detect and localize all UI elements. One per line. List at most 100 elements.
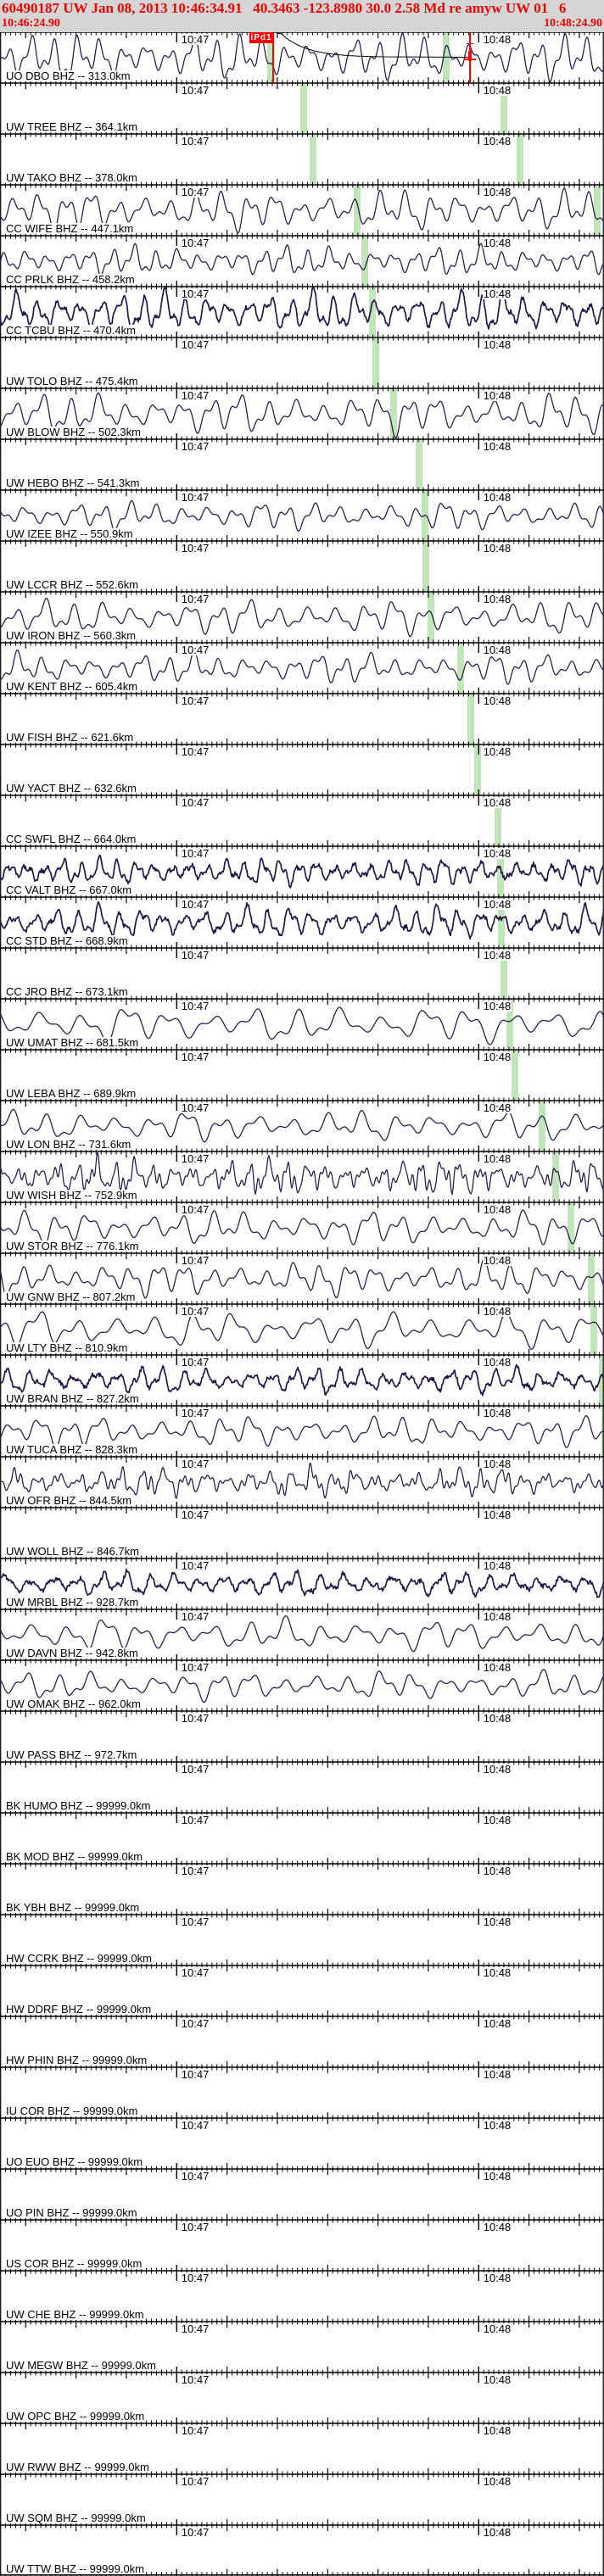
minute-tick-label: 10:48: [482, 1407, 512, 1419]
event-title: 60490187 UW Jan 08, 2013 10:46:34.91 40.…: [2, 0, 567, 16]
minute-tick-label: 10:48: [482, 135, 512, 148]
minute-tick-label: 10:47: [180, 33, 210, 46]
minute-tick-label: 10:48: [482, 2526, 512, 2539]
minute-tick-label: 10:47: [180, 847, 210, 860]
station-label: UW LCCR BHZ -- 552.6km: [4, 578, 141, 591]
minute-tick-label: 10:48: [482, 2068, 512, 2081]
minute-tick-label: 10:47: [180, 1661, 210, 1674]
minute-tick-label: 10:47: [180, 491, 210, 504]
station-label: UW TOLO BHZ -- 475.4km: [4, 375, 140, 388]
minute-tick-label: 10:47: [180, 949, 210, 962]
station-label: UO EUO BHZ -- 99999.0km: [4, 2155, 145, 2168]
minute-tick-label: 10:47: [180, 84, 210, 97]
minute-tick-label: 10:47: [180, 1051, 210, 1063]
minute-tick-label: 10:47: [180, 2475, 210, 2488]
minute-tick-label: 10:47: [180, 1966, 210, 1979]
station-label: CC VALT BHZ -- 667.0km: [4, 884, 134, 896]
minute-tick-label: 10:48: [482, 949, 512, 962]
station-label: CC WIFE BHZ -- 447.1km: [4, 222, 136, 235]
station-label: UW TREE BHZ -- 364.1km: [4, 120, 140, 133]
minute-tick-label: 10:48: [482, 1610, 512, 1623]
minute-tick-label: 10:47: [180, 1559, 210, 1572]
minute-tick-label: 10:48: [482, 1101, 512, 1114]
minute-tick-label: 10:47: [180, 1814, 210, 1826]
phase-window-band: [354, 186, 361, 235]
station-label: UW MEGW BHZ -- 99999.0km: [4, 2359, 158, 2372]
minute-tick-label: 10:47: [180, 2322, 210, 2335]
cursor-upper-tick[interactable]: [467, 42, 473, 45]
minute-tick-label: 10:48: [482, 1915, 512, 1928]
minute-tick-label: 10:47: [180, 644, 210, 656]
station-label: BK MOD BHZ -- 99999.0km: [4, 1850, 145, 1863]
pick-flag[interactable]: iPd1: [249, 32, 273, 43]
minute-tick-label: 10:47: [180, 2170, 210, 2183]
minute-tick-label: 10:48: [482, 2424, 512, 2437]
minute-tick-label: 10:48: [482, 2170, 512, 2183]
minute-tick-label: 10:47: [180, 2119, 210, 2132]
minute-tick-label: 10:47: [180, 1712, 210, 1725]
minute-tick-label: 10:47: [180, 237, 210, 249]
station-label: UW STOR BHZ -- 776.1km: [4, 1240, 141, 1252]
minute-tick-label: 10:47: [180, 1407, 210, 1419]
minute-tick-label: 10:48: [482, 1865, 512, 1877]
minute-tick-label: 10:48: [482, 84, 512, 97]
phase-window-band: [300, 84, 307, 133]
phase-window-band: [416, 440, 422, 489]
station-label: UW TAKO BHZ -- 378.0km: [4, 171, 139, 184]
phase-window-band: [590, 1305, 597, 1354]
phase-window-band: [512, 1051, 518, 1100]
phase-window-band: [594, 186, 601, 235]
minute-tick-label: 10:48: [482, 186, 512, 198]
phase-window-band: [390, 389, 397, 438]
phase-window-band: [422, 542, 429, 591]
minute-tick-label: 10:48: [482, 1712, 512, 1725]
station-label: CC SWFL BHZ -- 664.0km: [4, 833, 138, 845]
minute-tick-label: 10:47: [180, 2373, 210, 2386]
station-label: UW PASS BHZ -- 972.7km: [4, 1748, 139, 1761]
minute-tick-label: 10:48: [482, 2373, 512, 2386]
minute-tick-label: 10:47: [180, 338, 210, 351]
minute-tick-label: 10:48: [482, 1152, 512, 1165]
event-header: 60490187 UW Jan 08, 2013 10:46:34.91 40.…: [0, 0, 604, 32]
station-label: UW YACT BHZ -- 632.6km: [4, 782, 138, 795]
minute-tick-label: 10:47: [180, 745, 210, 758]
phase-window-band: [568, 1203, 574, 1252]
minute-tick-label: 10:47: [180, 1458, 210, 1470]
station-label: UW HEBO BHZ -- 541.3km: [4, 477, 142, 489]
minute-tick-label: 10:48: [482, 1763, 512, 1776]
phase-window-band: [588, 1254, 595, 1303]
minute-tick-label: 10:48: [482, 338, 512, 351]
station-label: UW MRBL BHZ -- 928.7km: [4, 1596, 141, 1609]
minute-tick-label: 10:48: [482, 847, 512, 860]
minute-tick-label: 10:47: [180, 135, 210, 148]
phase-window-band: [428, 593, 434, 642]
minute-tick-label: 10:47: [180, 1610, 210, 1623]
minute-tick-label: 10:47: [180, 440, 210, 453]
minute-tick-label: 10:48: [482, 1254, 512, 1267]
station-label: UW IRON BHZ -- 560.3km: [4, 629, 138, 642]
minute-tick-label: 10:48: [482, 1051, 512, 1063]
station-label: CC JRO BHZ -- 673.1km: [4, 985, 130, 998]
minute-tick-label: 10:48: [482, 2272, 512, 2284]
cursor-handle[interactable]: [467, 51, 473, 61]
phase-window-band: [443, 33, 450, 82]
minute-tick-label: 10:48: [482, 2322, 512, 2335]
minute-tick-label: 10:47: [180, 796, 210, 809]
minute-tick-label: 10:48: [482, 389, 512, 402]
minute-tick-label: 10:48: [482, 542, 512, 555]
station-label: UW RWW BHZ -- 99999.0km: [4, 2461, 151, 2473]
station-label: CC STD BHZ -- 668.9km: [4, 934, 130, 947]
minute-tick-label: 10:47: [180, 186, 210, 198]
minute-tick-label: 10:47: [180, 1305, 210, 1318]
window-end-time: 10:48:24.90: [544, 17, 602, 30]
minute-tick-label: 10:48: [482, 898, 512, 911]
minute-tick-label: 10:47: [180, 1152, 210, 1165]
minute-tick-label: 10:48: [482, 2017, 512, 2030]
station-label: UW TUCA BHZ -- 828.3km: [4, 1443, 140, 1456]
minute-tick-label: 10:48: [482, 2221, 512, 2233]
minute-tick-label: 10:48: [482, 237, 512, 249]
minute-tick-label: 10:48: [482, 491, 512, 504]
phase-window-band: [422, 491, 428, 540]
station-label: BK HUMO BHZ -- 99999.0km: [4, 1799, 153, 1812]
